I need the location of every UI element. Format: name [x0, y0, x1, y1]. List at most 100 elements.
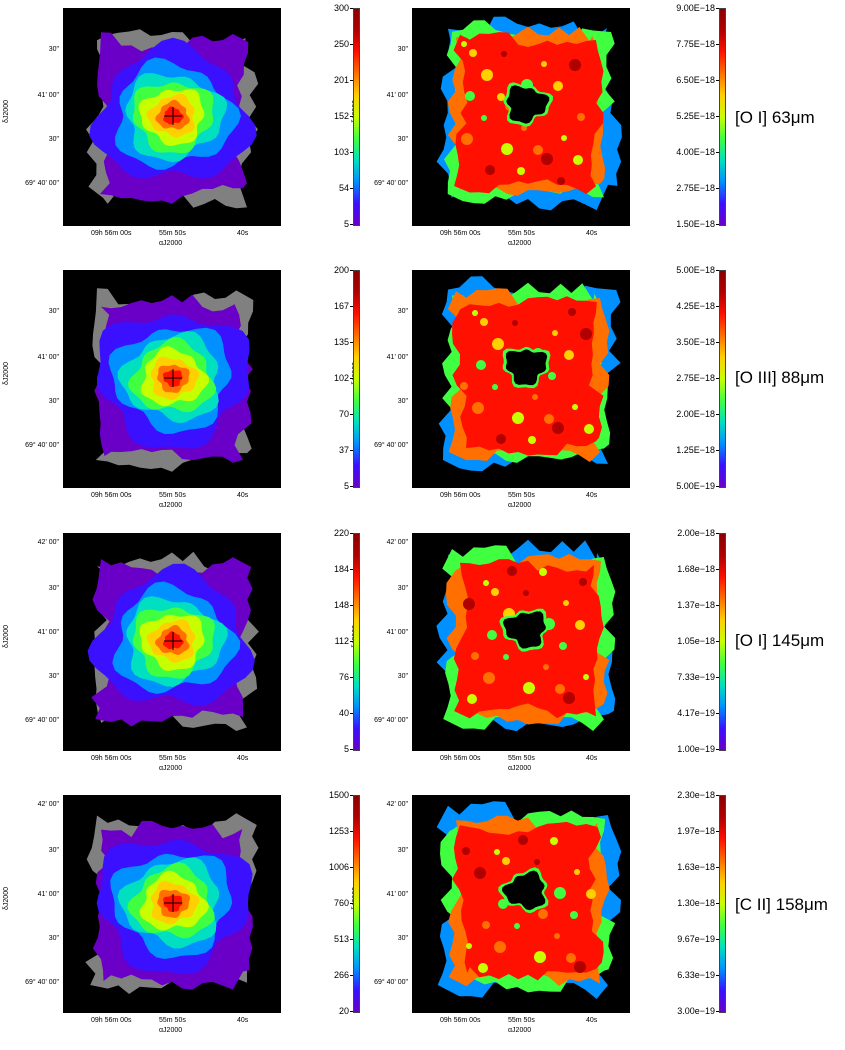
colorbar-tick-label: 1500 [328, 790, 349, 800]
colorbar-tick [716, 749, 719, 750]
left-map-image [86, 29, 259, 209]
speckle [502, 857, 510, 865]
speckle [584, 424, 594, 434]
x-tick-label: 55m 50s [508, 755, 535, 762]
left-colorbar [353, 533, 360, 751]
right-colorbar [719, 533, 726, 751]
left-map-panel [63, 8, 281, 226]
speckle [572, 404, 578, 410]
colorbar-tick [350, 749, 353, 750]
speckle [561, 135, 567, 141]
colorbar-tick [350, 903, 353, 904]
speckle [518, 835, 528, 845]
x-tick-label: 40s [237, 755, 249, 762]
speckle [532, 394, 538, 400]
colorbar-tick [716, 533, 719, 534]
colorbar-tick [716, 867, 719, 868]
speckle [485, 165, 495, 175]
colorbar-tick [716, 450, 719, 451]
colorbar-tick [716, 80, 719, 81]
speckle [514, 923, 520, 929]
colorbar-tick-label: 37 [338, 445, 349, 455]
speckle [550, 837, 558, 845]
colorbar-tick-label: 5 [343, 481, 349, 491]
y-tick-label: 30" [397, 308, 408, 315]
colorbar-tick [350, 831, 353, 832]
colorbar-tick [350, 152, 353, 153]
y-axis-title: δJ2000 [2, 100, 10, 123]
line-label: [O I] 63μm [735, 108, 815, 127]
y-tick-label: 42' 00" [37, 539, 59, 546]
speckle [570, 911, 578, 919]
colorbar-tick-label: 9.00E−18 [676, 3, 715, 13]
right-map-image [436, 801, 622, 999]
y-tick-label: 69° 40' 00" [374, 979, 408, 986]
y-tick-label: 41' 00" [386, 629, 408, 636]
speckle [501, 143, 513, 155]
x-axis-title: αJ2000 [508, 240, 532, 247]
colorbar-tick-label: 760 [333, 898, 349, 908]
colorbar-tick-label: 2.00e−18 [677, 528, 715, 538]
x-tick-label: 09h 56m 00s [91, 755, 132, 762]
right-map-image [438, 276, 621, 472]
x-tick-label: 09h 56m 00s [440, 230, 481, 237]
colorbar-tick-label: 167 [333, 301, 349, 311]
colorbar-tick-label: 1.05e−18 [677, 636, 715, 646]
colorbar-tick [350, 8, 353, 9]
colorbar-tick-label: 3.50E−18 [676, 337, 715, 347]
colorbar-tick-label: 1.68e−18 [677, 564, 715, 574]
colorbar-tick-label: 184 [333, 564, 349, 574]
y-tick-label: 30" [48, 847, 59, 854]
colorbar-tick [350, 342, 353, 343]
speckle [554, 887, 566, 899]
speckle [466, 943, 472, 949]
colorbar-tick [350, 80, 353, 81]
speckle [480, 318, 488, 326]
speckle [482, 921, 490, 929]
speckle [568, 308, 576, 316]
colorbar-tick [716, 188, 719, 189]
colorbar-tick-label: 40 [338, 708, 349, 718]
speckle [471, 652, 479, 660]
colorbar-tick [350, 188, 353, 189]
colorbar-tick-label: 300 [333, 3, 349, 13]
colorbar-tick [716, 8, 719, 9]
left-colorbar [353, 795, 360, 1013]
left-colorbar [353, 270, 360, 488]
colorbar-tick [716, 342, 719, 343]
x-tick-label: 55m 50s [159, 492, 186, 499]
line-label: [O I] 145μm [735, 631, 825, 650]
speckle [563, 692, 575, 704]
colorbar-tick [350, 605, 353, 606]
speckle [574, 961, 586, 973]
colorbar-tick-label: 103 [333, 147, 349, 157]
y-tick-label: 30" [397, 935, 408, 942]
right-colorbar [719, 8, 726, 226]
colorbar-tick [716, 677, 719, 678]
colorbar-tick [350, 795, 353, 796]
speckle [461, 41, 467, 47]
colorbar-tick-label: 2.75E−18 [676, 373, 715, 383]
x-tick-label: 09h 56m 00s [440, 492, 481, 499]
speckle [579, 578, 587, 586]
colorbar-tick [350, 533, 353, 534]
figure-row: 42' 00" 30" 41' 00" 30" 69° 40' 00" δJ2000 09h… [0, 528, 845, 788]
speckle [538, 909, 548, 919]
speckle [483, 580, 489, 586]
y-axis-title: δJ2000 [2, 625, 10, 648]
colorbar-tick [716, 975, 719, 976]
colorbar-tick [350, 641, 353, 642]
colorbar-tick-label: 2.75E−18 [676, 183, 715, 193]
colorbar-tick [716, 152, 719, 153]
speckle [494, 941, 506, 953]
speckle [492, 338, 504, 350]
y-tick-label: 41' 00" [386, 92, 408, 99]
colorbar-tick-label: 54 [338, 183, 349, 193]
x-tick-label: 55m 50s [508, 1017, 535, 1024]
colorbar-tick-label: 1.25E−18 [676, 445, 715, 455]
speckle [472, 310, 478, 316]
speckle [583, 674, 589, 680]
colorbar-tick-label: 148 [333, 600, 349, 610]
speckle [552, 422, 564, 434]
colorbar-tick [716, 270, 719, 271]
